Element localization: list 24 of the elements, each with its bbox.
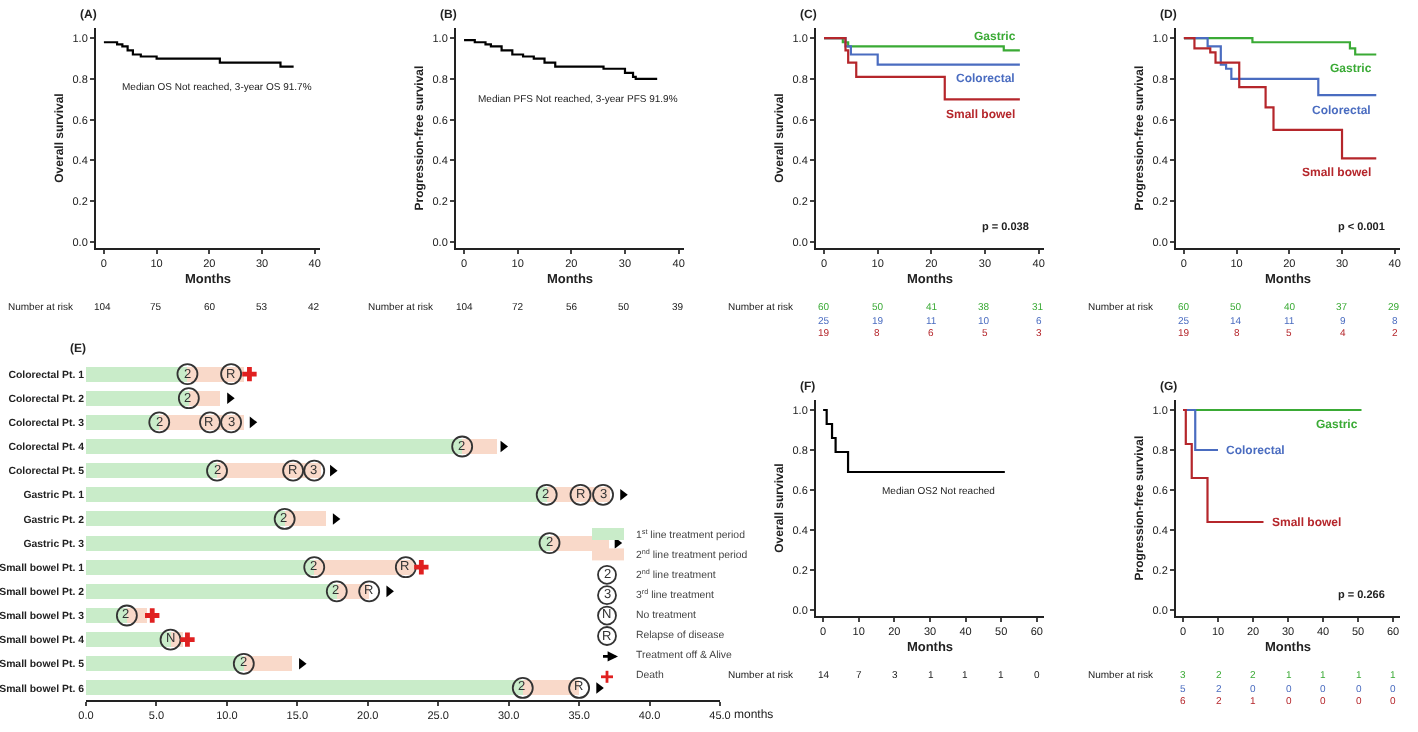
point: [242, 366, 257, 382]
bar: [86, 559, 315, 575]
bar: [86, 414, 160, 430]
bar: [86, 511, 285, 527]
bar: [314, 559, 415, 575]
bar: [86, 680, 523, 696]
point: [332, 513, 341, 525]
bar: [86, 439, 463, 454]
bar: [284, 511, 326, 527]
point: [180, 632, 195, 647]
bar: [86, 583, 337, 599]
bar: [188, 390, 220, 406]
bar: [462, 439, 498, 454]
bar: [86, 487, 547, 503]
bar: [86, 463, 218, 479]
bar: [86, 656, 244, 672]
bar: [86, 632, 171, 648]
point: [414, 560, 429, 575]
bar: [243, 656, 292, 672]
bar: [86, 366, 188, 382]
point: [145, 608, 160, 623]
bar: [86, 390, 189, 406]
bar: [86, 608, 127, 623]
bar: [86, 535, 550, 551]
